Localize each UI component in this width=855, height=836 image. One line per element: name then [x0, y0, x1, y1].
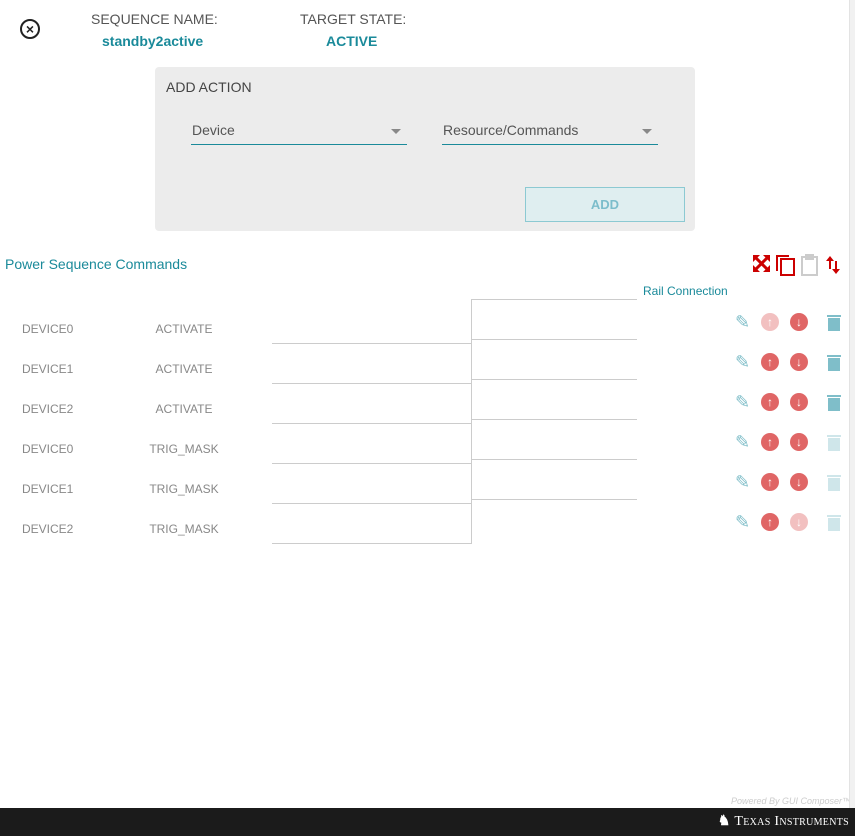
- command-cell: TRIG_MASK: [149, 522, 219, 536]
- parameter-field[interactable]: [272, 514, 471, 544]
- delete-trash-icon[interactable]: [825, 313, 843, 331]
- close-icon[interactable]: ×: [20, 19, 40, 39]
- parameter-field[interactable]: [272, 474, 471, 504]
- toolbar-icons: [753, 254, 840, 276]
- edit-pencil-icon[interactable]: ✎: [735, 512, 751, 532]
- edit-pencil-icon[interactable]: ✎: [735, 472, 751, 492]
- command-cell: ACTIVATE: [155, 362, 213, 376]
- rail-connection-field[interactable]: [471, 379, 637, 424]
- table-row: DEVICE1 TRIG_MASK ✎ ↑ ↓: [0, 459, 841, 514]
- rail-connection-field[interactable]: [471, 419, 637, 464]
- ti-logo-icon: ♞: [717, 814, 735, 829]
- add-button[interactable]: ADD: [525, 187, 685, 222]
- move-up-icon[interactable]: ↑: [761, 313, 779, 331]
- chevron-down-icon: [391, 129, 401, 134]
- parameter-field[interactable]: [272, 434, 471, 464]
- sort-icon[interactable]: [826, 256, 840, 274]
- target-state-label: TARGET STATE:: [300, 11, 407, 27]
- sequence-name-label: SEQUENCE NAME:: [91, 11, 218, 27]
- command-cell: ACTIVATE: [155, 402, 213, 416]
- move-up-icon[interactable]: ↑: [761, 473, 779, 491]
- parameter-field[interactable]: [272, 314, 471, 344]
- brand-name: Texas Instruments: [734, 814, 849, 829]
- target-state-value: ACTIVE: [326, 33, 378, 49]
- table-row: DEVICE1 ACTIVATE ✎ ↑ ↓: [0, 339, 841, 394]
- powered-by: Powered By GUI Composer™: [730, 796, 851, 806]
- table-row: DEVICE2 ACTIVATE ✎ ↑ ↓: [0, 379, 841, 434]
- move-down-icon[interactable]: ↓: [790, 353, 808, 371]
- device-cell: DEVICE2: [22, 522, 74, 536]
- move-up-icon[interactable]: ↑: [761, 513, 779, 531]
- rail-connection-header: Rail Connection: [643, 284, 728, 298]
- rail-connection-field[interactable]: [471, 299, 637, 344]
- device-select-label: Device: [192, 122, 235, 138]
- texas-instruments-logo: ♞ Texas Instruments: [718, 813, 849, 830]
- edit-pencil-icon[interactable]: ✎: [735, 352, 751, 372]
- rail-connection-field[interactable]: [471, 459, 637, 504]
- edit-pencil-icon[interactable]: ✎: [735, 312, 751, 332]
- rail-connection-field[interactable]: [471, 499, 637, 544]
- edit-pencil-icon[interactable]: ✎: [735, 392, 751, 412]
- paste-icon[interactable]: [801, 254, 818, 276]
- delete-trash-icon[interactable]: [825, 393, 843, 411]
- move-down-icon[interactable]: ↓: [790, 393, 808, 411]
- scrollbar[interactable]: [849, 0, 855, 808]
- resource-select-label: Resource/Commands: [443, 122, 579, 138]
- move-down-icon[interactable]: ↓: [790, 433, 808, 451]
- add-action-panel: ADD ACTION Device Resource/Commands ADD: [155, 67, 695, 231]
- command-cell: TRIG_MASK: [149, 442, 219, 456]
- delete-trash-icon[interactable]: [825, 513, 843, 531]
- edit-pencil-icon[interactable]: ✎: [735, 432, 751, 452]
- commands-title: Power Sequence Commands: [5, 256, 188, 272]
- move-down-icon[interactable]: ↓: [790, 313, 808, 331]
- move-down-icon[interactable]: ↓: [790, 513, 808, 531]
- table-row: DEVICE0 ACTIVATE ✎ ↑ ↓: [0, 299, 841, 354]
- device-cell: DEVICE0: [22, 322, 74, 336]
- command-cell: ACTIVATE: [155, 322, 213, 336]
- delete-trash-icon[interactable]: [825, 433, 843, 451]
- table-row: DEVICE2 TRIG_MASK ✎ ↑ ↓: [0, 499, 841, 554]
- device-cell: DEVICE1: [22, 482, 74, 496]
- move-up-icon[interactable]: ↑: [761, 353, 779, 371]
- move-down-icon[interactable]: ↓: [790, 473, 808, 491]
- sequence-name-value: standby2active: [102, 33, 204, 49]
- footer: ♞ Texas Instruments: [0, 808, 855, 836]
- command-cell: TRIG_MASK: [149, 482, 219, 496]
- rail-connection-field[interactable]: [471, 339, 637, 384]
- resource-select[interactable]: Resource/Commands: [442, 119, 658, 145]
- device-cell: DEVICE1: [22, 362, 74, 376]
- move-up-icon[interactable]: ↑: [761, 393, 779, 411]
- copy-icon[interactable]: [776, 255, 795, 276]
- device-cell: DEVICE0: [22, 442, 74, 456]
- chevron-down-icon: [642, 129, 652, 134]
- add-action-title: ADD ACTION: [166, 79, 252, 95]
- device-select[interactable]: Device: [191, 119, 407, 145]
- device-cell: DEVICE2: [22, 402, 74, 416]
- delete-trash-icon[interactable]: [825, 353, 843, 371]
- delete-trash-icon[interactable]: [825, 473, 843, 491]
- move-up-icon[interactable]: ↑: [761, 433, 779, 451]
- parameter-field[interactable]: [272, 354, 471, 384]
- expand-icon[interactable]: [753, 255, 770, 272]
- parameter-field[interactable]: [272, 394, 471, 424]
- table-row: DEVICE0 TRIG_MASK ✎ ↑ ↓: [0, 419, 841, 474]
